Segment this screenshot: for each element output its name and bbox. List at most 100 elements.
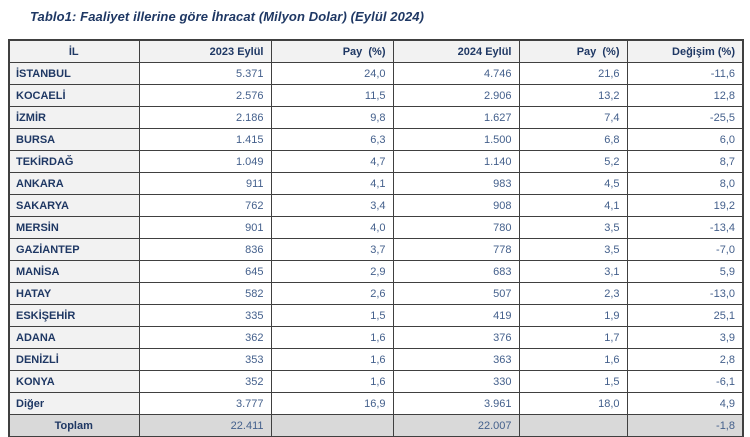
cell-province: SAKARYA xyxy=(8,194,140,217)
cell-value: 582 xyxy=(138,282,272,305)
cell-value: 330 xyxy=(392,370,520,393)
cell-value: 778 xyxy=(392,238,520,261)
cell-value: 1.500 xyxy=(392,128,520,151)
cell-province: MERSİN xyxy=(8,216,140,239)
cell-value: 1,5 xyxy=(270,304,394,327)
cell-value: 4,7 xyxy=(270,150,394,173)
cell-value: 1,5 xyxy=(518,370,628,393)
cell-value: 22.007 xyxy=(392,414,520,437)
cell-province: İSTANBUL xyxy=(8,62,140,85)
cell-province: DENİZLİ xyxy=(8,348,140,371)
cell-province: TEKİRDAĞ xyxy=(8,150,140,173)
cell-value: 9,8 xyxy=(270,106,394,129)
table-row: ANKARA 911 4,1 983 4,5 8,0 xyxy=(8,172,744,195)
table-row: GAZİANTEP 836 3,7 778 3,5 -7,0 xyxy=(8,238,744,261)
cell-value xyxy=(518,414,628,437)
cell-province: ESKİŞEHİR xyxy=(8,304,140,327)
cell-province: KONYA xyxy=(8,370,140,393)
cell-value: 352 xyxy=(138,370,272,393)
cell-province: ADANA xyxy=(8,326,140,349)
cell-value: 1.415 xyxy=(138,128,272,151)
cell-value: 6,0 xyxy=(626,128,744,151)
cell-value xyxy=(270,414,394,437)
cell-value: 16,9 xyxy=(270,392,394,415)
cell-value: 376 xyxy=(392,326,520,349)
cell-value: 21,6 xyxy=(518,62,628,85)
cell-province: KOCAELİ xyxy=(8,84,140,107)
cell-value: 901 xyxy=(138,216,272,239)
cell-value: 363 xyxy=(392,348,520,371)
cell-value: 1.049 xyxy=(138,150,272,173)
cell-value: 762 xyxy=(138,194,272,217)
cell-value: 1.140 xyxy=(392,150,520,173)
cell-value: 3,5 xyxy=(518,216,628,239)
cell-province: BURSA xyxy=(8,128,140,151)
cell-value: 507 xyxy=(392,282,520,305)
cell-value: 2,8 xyxy=(626,348,744,371)
cell-province: ANKARA xyxy=(8,172,140,195)
cell-value: 1,6 xyxy=(270,348,394,371)
table-row: ESKİŞEHİR 335 1,5 419 1,9 25,1 xyxy=(8,304,744,327)
cell-value: 2.186 xyxy=(138,106,272,129)
table-row: BURSA 1.415 6,3 1.500 6,8 6,0 xyxy=(8,128,744,151)
cell-province: Diğer xyxy=(8,392,140,415)
cell-value: 5,2 xyxy=(518,150,628,173)
export-by-province-table: İL 2023 Eylül Pay (%) 2024 Eylül Pay (%)… xyxy=(8,39,744,437)
table-header-row: İL 2023 Eylül Pay (%) 2024 Eylül Pay (%)… xyxy=(8,39,744,63)
cell-value: 3.961 xyxy=(392,392,520,415)
cell-value: 908 xyxy=(392,194,520,217)
table-row: KOCAELİ 2.576 11,5 2.906 13,2 12,8 xyxy=(8,84,744,107)
header-2024-eylul: 2024 Eylül xyxy=(392,39,520,63)
cell-province: GAZİANTEP xyxy=(8,238,140,261)
table-row: SAKARYA 762 3,4 908 4,1 19,2 xyxy=(8,194,744,217)
cell-value: -25,5 xyxy=(626,106,744,129)
cell-value: -7,0 xyxy=(626,238,744,261)
cell-value: 22.411 xyxy=(138,414,272,437)
table-total-row: Toplam 22.411 22.007 -1,8 xyxy=(8,414,744,437)
cell-value: 8,7 xyxy=(626,150,744,173)
table-body: İSTANBUL 5.371 24,0 4.746 21,6 -11,6 KOCAELİ 2.… xyxy=(8,62,744,437)
cell-value: -13,0 xyxy=(626,282,744,305)
table-row: ADANA 362 1,6 376 1,7 3,9 xyxy=(8,326,744,349)
cell-value: 2.906 xyxy=(392,84,520,107)
table-row: MERSİN 901 4,0 780 3,5 -13,4 xyxy=(8,216,744,239)
table-row: TEKİRDAĞ 1.049 4,7 1.140 5,2 8,7 xyxy=(8,150,744,173)
cell-value: 3.777 xyxy=(138,392,272,415)
table-row: İSTANBUL 5.371 24,0 4.746 21,6 -11,6 xyxy=(8,62,744,85)
cell-province: İZMİR xyxy=(8,106,140,129)
cell-value: 13,2 xyxy=(518,84,628,107)
cell-value: 2,9 xyxy=(270,260,394,283)
cell-value: 1,6 xyxy=(270,370,394,393)
cell-value: 4,9 xyxy=(626,392,744,415)
table-row: KONYA 352 1,6 330 1,5 -6,1 xyxy=(8,370,744,393)
table-row: MANİSA 645 2,9 683 3,1 5,9 xyxy=(8,260,744,283)
cell-value: 2.576 xyxy=(138,84,272,107)
table-row: HATAY 582 2,6 507 2,3 -13,0 xyxy=(8,282,744,305)
cell-value: 1,6 xyxy=(518,348,628,371)
cell-value: 911 xyxy=(138,172,272,195)
cell-province: HATAY xyxy=(8,282,140,305)
cell-value: 18,0 xyxy=(518,392,628,415)
cell-value: 4.746 xyxy=(392,62,520,85)
cell-value: 419 xyxy=(392,304,520,327)
cell-value: 3,9 xyxy=(626,326,744,349)
cell-value: 19,2 xyxy=(626,194,744,217)
header-degisim: Değişim (%) xyxy=(626,39,744,63)
cell-province: MANİSA xyxy=(8,260,140,283)
cell-value: -11,6 xyxy=(626,62,744,85)
cell-value: 3,1 xyxy=(518,260,628,283)
cell-value: 362 xyxy=(138,326,272,349)
cell-value: 2,3 xyxy=(518,282,628,305)
cell-value: 683 xyxy=(392,260,520,283)
header-pay-2024: Pay (%) xyxy=(518,39,628,63)
cell-value: 353 xyxy=(138,348,272,371)
cell-value: 25,1 xyxy=(626,304,744,327)
cell-value: 780 xyxy=(392,216,520,239)
cell-value: 5.371 xyxy=(138,62,272,85)
table-row: DENİZLİ 353 1,6 363 1,6 2,8 xyxy=(8,348,744,371)
header-il: İL xyxy=(8,39,140,63)
table-row: İZMİR 2.186 9,8 1.627 7,4 -25,5 xyxy=(8,106,744,129)
cell-value: 4,5 xyxy=(518,172,628,195)
cell-value: 4,0 xyxy=(270,216,394,239)
cell-value: 3,4 xyxy=(270,194,394,217)
